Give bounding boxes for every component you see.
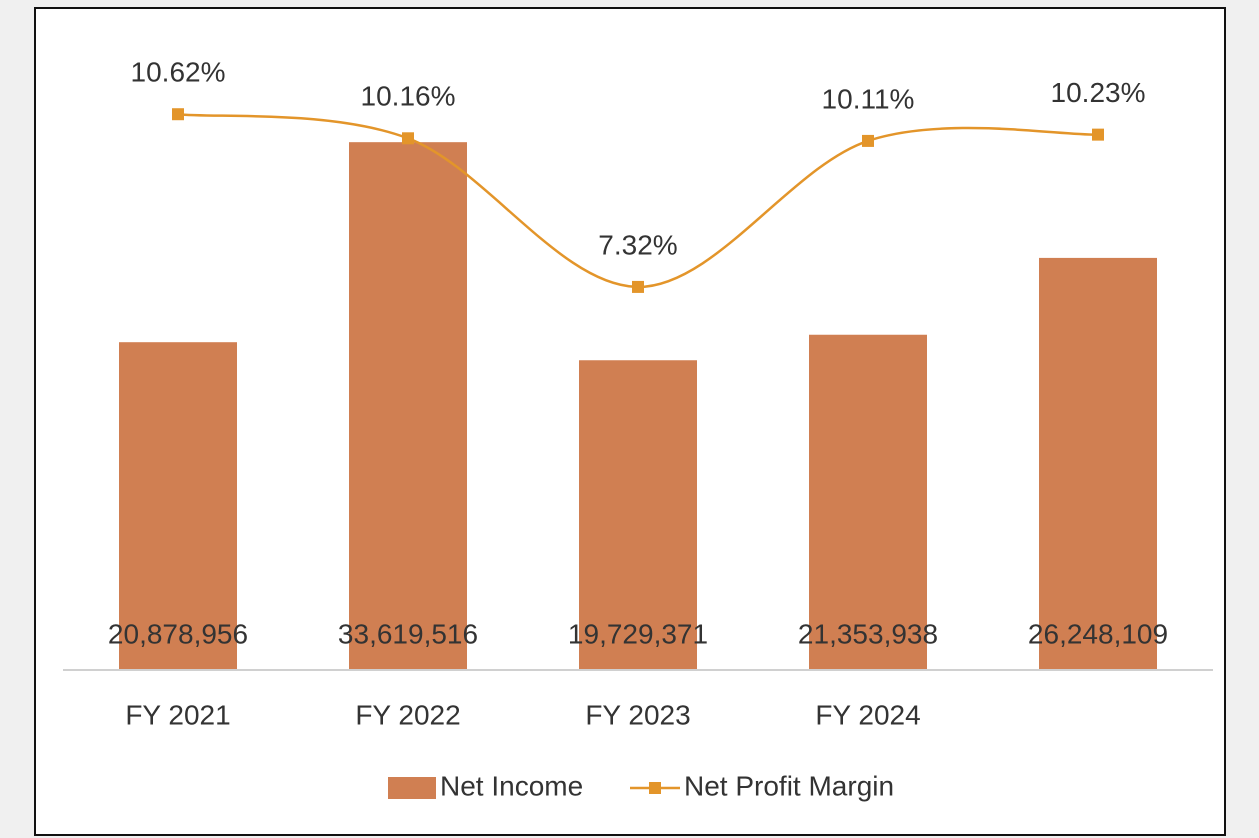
bar bbox=[119, 342, 237, 670]
line-marker bbox=[402, 132, 414, 145]
bar-value-label: 33,619,516 bbox=[338, 618, 478, 649]
line-marker bbox=[172, 108, 184, 121]
line-marker bbox=[632, 280, 644, 293]
line-value-label: 10.11% bbox=[822, 83, 915, 114]
bar-value-label: 21,353,938 bbox=[798, 618, 938, 649]
bar bbox=[349, 142, 467, 671]
bar bbox=[1039, 257, 1157, 670]
bar-value-label: 19,729,371 bbox=[568, 618, 708, 649]
line-marker bbox=[862, 134, 874, 147]
bar bbox=[809, 334, 927, 670]
x-tick-label: FY 2023 bbox=[585, 699, 690, 730]
x-tick-label: FY 2022 bbox=[355, 699, 460, 730]
x-tick-label: FY 2024 bbox=[815, 699, 920, 730]
line-value-label: 7.32% bbox=[598, 229, 677, 260]
legend-swatch bbox=[388, 777, 436, 799]
line-value-label: 10.62% bbox=[131, 57, 226, 88]
line-marker bbox=[1092, 128, 1104, 141]
bar-value-label: 26,248,109 bbox=[1028, 618, 1168, 649]
legend-swatch-marker bbox=[649, 782, 661, 794]
x-tick-label: FY 2021 bbox=[125, 699, 230, 730]
legend-label: Net Income bbox=[440, 770, 583, 801]
bar-value-label: 20,878,956 bbox=[108, 618, 248, 649]
bar bbox=[579, 360, 697, 670]
line-value-label: 10.16% bbox=[361, 81, 456, 112]
legend-label: Net Profit Margin bbox=[684, 770, 894, 801]
line-value-label: 10.23% bbox=[1051, 77, 1146, 108]
